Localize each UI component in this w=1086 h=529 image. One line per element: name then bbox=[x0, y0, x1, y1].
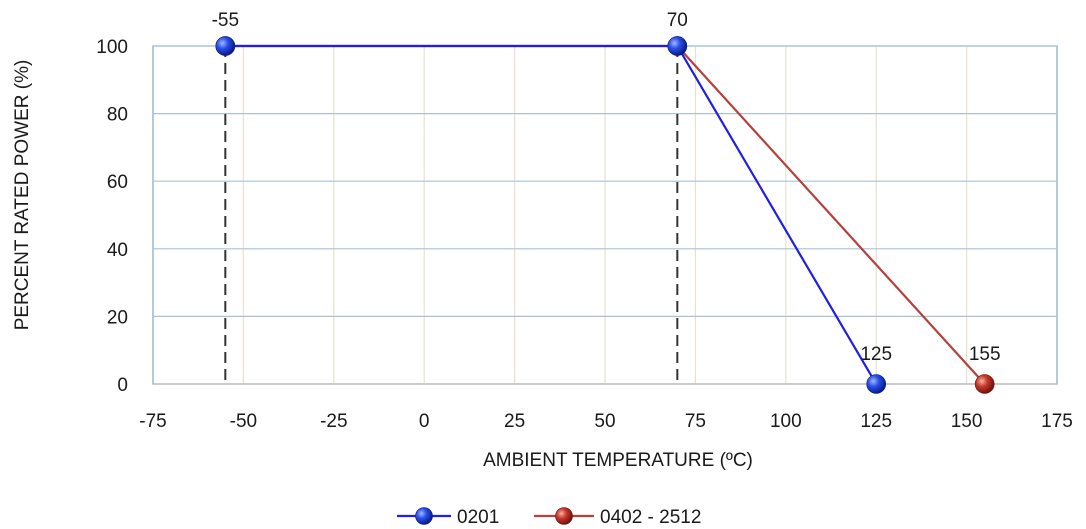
x-tick-label: -25 bbox=[320, 411, 347, 432]
gridlines bbox=[153, 45, 1057, 385]
data-label: 125 bbox=[860, 344, 892, 365]
legend: 0201 0402 - 2512 bbox=[397, 507, 701, 528]
data-label: 70 bbox=[667, 10, 688, 31]
x-tick-label: 150 bbox=[951, 411, 983, 432]
x-tick-label: -50 bbox=[230, 411, 257, 432]
x-tick-label: 25 bbox=[504, 411, 525, 432]
x-tick-labels: -75 -50 -25 0 25 50 75 100 125 150 175 bbox=[139, 411, 1073, 432]
x-tick-label: 0 bbox=[419, 411, 430, 432]
data-label: -55 bbox=[212, 10, 239, 31]
y-tick-label: 0 bbox=[117, 375, 128, 396]
data-label: 155 bbox=[969, 344, 1001, 365]
data-point-marker bbox=[866, 374, 887, 394]
y-axis-title: PERCENT RATED POWER (%) bbox=[12, 60, 33, 331]
legend-marker bbox=[415, 507, 433, 525]
x-tick-label: 125 bbox=[860, 411, 892, 432]
x-tick-label: -75 bbox=[139, 411, 166, 432]
y-tick-label: 20 bbox=[107, 307, 128, 328]
data-point-marker bbox=[974, 374, 995, 394]
series-markers bbox=[215, 36, 995, 394]
x-tick-label: 50 bbox=[594, 411, 615, 432]
y-tick-label: 40 bbox=[107, 240, 128, 261]
y-tick-labels: 0 20 40 60 80 100 bbox=[96, 37, 128, 396]
legend-label: 0201 bbox=[457, 507, 499, 528]
series-line-0201 bbox=[225, 44, 878, 385]
x-tick-label: 100 bbox=[770, 411, 802, 432]
legend-label: 0402 - 2512 bbox=[600, 507, 701, 528]
data-point-marker bbox=[667, 36, 688, 56]
y-tick-label: 60 bbox=[107, 172, 128, 193]
annotations: -55 70 125 155 bbox=[212, 10, 1001, 365]
x-tick-label: 75 bbox=[685, 411, 706, 432]
data-point-marker bbox=[215, 36, 236, 56]
reference-lines bbox=[224, 46, 679, 384]
y-tick-label: 80 bbox=[107, 105, 128, 126]
legend-marker bbox=[555, 507, 573, 525]
x-axis-title: AMBIENT TEMPERATURE (ºC) bbox=[483, 450, 753, 471]
y-tick-label: 100 bbox=[96, 37, 128, 58]
x-tick-label: 175 bbox=[1041, 411, 1073, 432]
